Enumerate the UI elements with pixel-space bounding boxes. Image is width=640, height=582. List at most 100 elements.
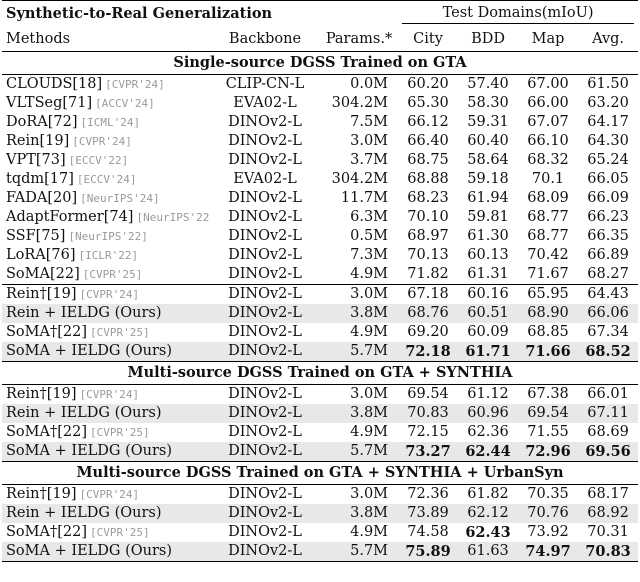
col-city-header: City [413,31,443,47]
venue-tag: [CVPR'25] [90,326,150,339]
bdd-cell: 60.96 [458,404,519,423]
method-cell: SoMA + IELDG (Ours) [2,542,210,562]
method-name: Rein + IELDG (Ours) [6,405,162,421]
method-cell: DoRA[72] [ICML'24] [2,113,210,132]
params-cell: 0.0M [320,74,399,94]
bdd-cell: 60.51 [458,304,519,323]
table-row: AdaptFormer[74] [NeurIPS'22] DINOv2-L 6.3M 7… [2,208,638,227]
avg-cell: 63.20 [587,95,629,111]
table-row: tqdm[17] [ECCV'24] EVA02-L 304.2M 68.88 59.18… [2,170,638,189]
backbone-cell: DINOv2-L [228,209,302,225]
params-cell: 4.9M [350,324,389,340]
method-name: VLTSeg[71] [6,95,93,111]
venue-tag: [ICML'24] [80,116,141,129]
avg-cell: 70.83 [578,542,639,562]
map-cell: 71.55 [527,424,569,440]
backbone-cell: DINOv2-L [228,228,302,244]
backbone-cell: DINOv2-L [210,342,320,362]
backbone-cell: EVA02-L [233,171,297,187]
map-cell: 70.42 [527,247,569,263]
avg-cell: 67.11 [578,404,639,423]
method-cell: VLTSeg[71] [ACCV'24] [2,94,210,113]
backbone-cell: CLIP-CN-L [210,74,320,94]
avg-cell: 66.01 [578,384,639,404]
map-cell: 73.92 [527,524,569,540]
map-cell: 68.77 [527,209,569,225]
city-cell: 66.12 [407,114,449,130]
table-row: Rein†[19] [CVPR'24] DINOv2-L 3.0M 69.54 61.12… [2,384,639,404]
table-row: SoMA†[22] [CVPR'25] DINOv2-L 4.9M 69.20 60.09… [2,323,638,342]
table-row: SSF[75] [NeurIPS'22] DINOv2-L 0.5M 68.97 61.3… [2,227,638,246]
table-row: Rein[19] [CVPR'24] DINOv2-L 3.0M 66.40 60.40 6… [2,132,638,151]
method-cell: LoRA[76] [ICLR'22] [2,246,210,265]
map-cell: 67.00 [518,74,579,94]
table-row: SoMA†[22] [CVPR'25] DINOv2-L 4.9M 74.58 62.43… [2,523,638,542]
params-cell: 304.2M [331,171,389,187]
col-methods-header: Methods [6,31,71,47]
bdd-cell: 61.82 [458,484,519,504]
bdd-cell: 62.43 [465,524,511,541]
method-name: Rein + IELDG (Ours) [6,305,162,321]
map-cell: 71.67 [527,266,569,282]
params-cell: 3.8M [320,504,399,523]
method-cell: FADA[20] [NeurIPS'24] [2,189,210,208]
city-cell: 72.18 [398,342,459,362]
backbone-cell: DINOv2-L [210,284,320,304]
col-map-header: Map [531,31,565,47]
city-cell: 69.20 [407,324,449,340]
bdd-cell: 61.31 [467,266,509,282]
bdd-cell: 62.44 [458,442,519,462]
avg-cell: 64.30 [587,133,629,149]
table-row: SoMA + IELDG (Ours) DINOv2-L 5.7M 75.89 61.6… [2,542,639,562]
method-cell: SoMA + IELDG (Ours) [2,442,210,462]
avg-cell: 61.50 [578,74,639,94]
city-cell: 71.82 [407,266,449,282]
bdd-cell: 61.30 [467,228,509,244]
avg-cell: 70.31 [587,524,629,540]
table-title: Synthetic-to-Real Generalization [2,0,399,27]
venue-tag: [CVPR'24] [72,135,132,148]
venue-tag: [ACCV'24] [95,97,155,110]
venue-tag: [ICLR'22] [78,249,139,262]
city-cell: 70.10 [407,209,449,225]
backbone-cell: DINOv2-L [228,324,302,340]
backbone-cell: DINOv2-L [210,542,320,562]
city-cell: 75.89 [398,542,459,562]
backbone-cell: DINOv2-L [228,190,302,206]
params-cell: 3.8M [320,404,399,423]
params-cell: 3.0M [350,133,389,149]
map-cell: 70.76 [518,504,579,523]
backbone-cell: DINOv2-L [228,152,302,168]
method-cell: Rein†[19] [CVPR'24] [2,484,210,504]
map-cell: 66.00 [527,95,569,111]
params-cell: 3.0M [320,484,399,504]
params-cell: 4.9M [350,424,389,440]
method-name: SoMA + IELDG (Ours) [6,343,173,359]
map-cell: 71.66 [518,342,579,362]
venue-tag: [CVPR'24] [79,288,140,301]
avg-cell: 68.27 [587,266,629,282]
params-cell: 5.7M [320,542,399,562]
city-cell: 65.30 [407,95,449,111]
method-cell: SoMA + IELDG (Ours) [2,342,210,362]
avg-cell: 66.23 [587,209,629,225]
method-name: SoMA†[22] [6,524,87,540]
city-cell: 72.15 [407,424,449,440]
results-table: Synthetic-to-Real Generalization Test Do… [2,0,639,562]
backbone-cell: DINOv2-L [228,424,302,440]
venue-tag: [ECCV'22] [68,154,129,167]
method-name: FADA[20] [6,190,78,206]
city-cell: 73.27 [398,442,459,462]
venue-tag: [CVPR'24] [79,388,140,401]
bdd-cell: 61.63 [458,542,519,562]
city-cell: 68.75 [407,152,449,168]
avg-cell: 66.89 [587,247,629,263]
table-row: Rein†[19] [CVPR'24] DINOv2-L 3.0M 67.18 60.16… [2,284,639,304]
method-cell: SSF[75] [NeurIPS'22] [2,227,210,246]
params-cell: 304.2M [331,95,389,111]
method-name: SoMA†[22] [6,324,87,340]
method-cell: Rein†[19] [CVPR'24] [2,384,210,404]
bdd-cell: 58.30 [467,95,509,111]
params-cell: 7.3M [350,247,389,263]
map-cell: 66.10 [527,133,569,149]
